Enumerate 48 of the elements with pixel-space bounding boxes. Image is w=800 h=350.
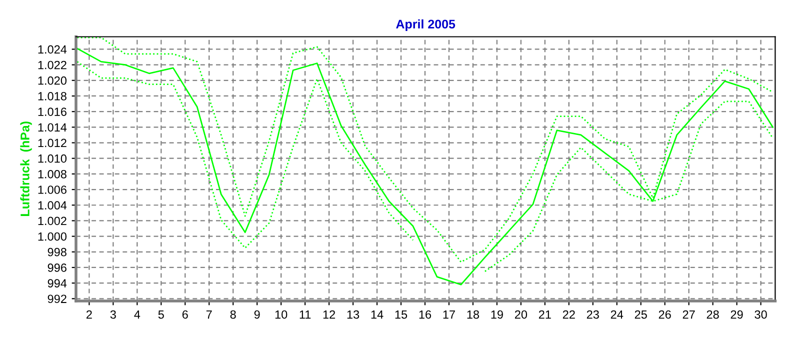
x-tick-label: 21 [538,310,551,319]
y-tick-label: 1.000 [38,232,67,241]
y-tick-label: 1.022 [38,60,66,70]
y-tick-label: 992 [48,294,66,304]
x-tick-label: 7 [206,310,212,319]
x-tick-label: 6 [182,310,188,319]
y-tick-label: 1.006 [38,186,66,194]
y-tick-label: 998 [48,248,66,256]
x-tick-label: 18 [467,310,480,319]
y-tick-label: 1.012 [38,138,66,148]
chart-title: April 2005 [396,19,456,32]
y-tick-label: 1.024 [38,45,67,54]
x-tick-label: 28 [706,310,719,319]
x-tick-label: 10 [275,310,288,319]
x-tick-label: 17 [443,310,455,319]
x-tick-label: 19 [491,310,503,319]
y-tick-label: 996 [48,264,66,272]
y-tick-label: 1.004 [38,201,67,210]
x-tick-label: 29 [730,310,743,319]
y-tick-label: 1.008 [38,170,66,178]
x-tick-label: 11 [300,310,311,319]
y-tick-label: 1.010 [38,154,67,163]
y-tick-label: 1.018 [38,92,66,100]
x-tick-label: 20 [514,310,528,319]
x-tick-label: 12 [323,310,336,319]
x-tick-label: 24 [610,310,624,319]
x-tick-label: 4 [134,310,140,319]
x-tick-label: 14 [371,310,384,319]
y-tick-label: 1.014 [38,123,67,132]
x-tick-label: 26 [658,310,671,319]
y-tick-label: 1.016 [38,108,66,116]
x-tick-label: 22 [562,310,575,319]
x-tick-label: 3 [110,310,116,319]
x-tick-label: 27 [682,310,695,319]
x-tick-label: 25 [634,310,647,319]
y-tick-label: 1.002 [38,216,66,226]
x-tick-label: 5 [158,310,164,319]
x-tick-label: 9 [254,310,260,319]
x-tick-label: 2 [86,310,92,319]
x-tick-label: 15 [395,310,408,319]
y-tick-label: 994 [48,279,67,288]
x-tick-label: 13 [347,310,360,319]
x-tick-label: 16 [419,310,432,319]
y-tick-label: 1.020 [38,76,67,85]
x-tick-label: 23 [586,310,599,319]
y-axis-title: Luftdruck (hPa) [20,122,32,216]
x-tick-label: 8 [230,310,236,319]
x-tick-label: 30 [754,310,767,319]
